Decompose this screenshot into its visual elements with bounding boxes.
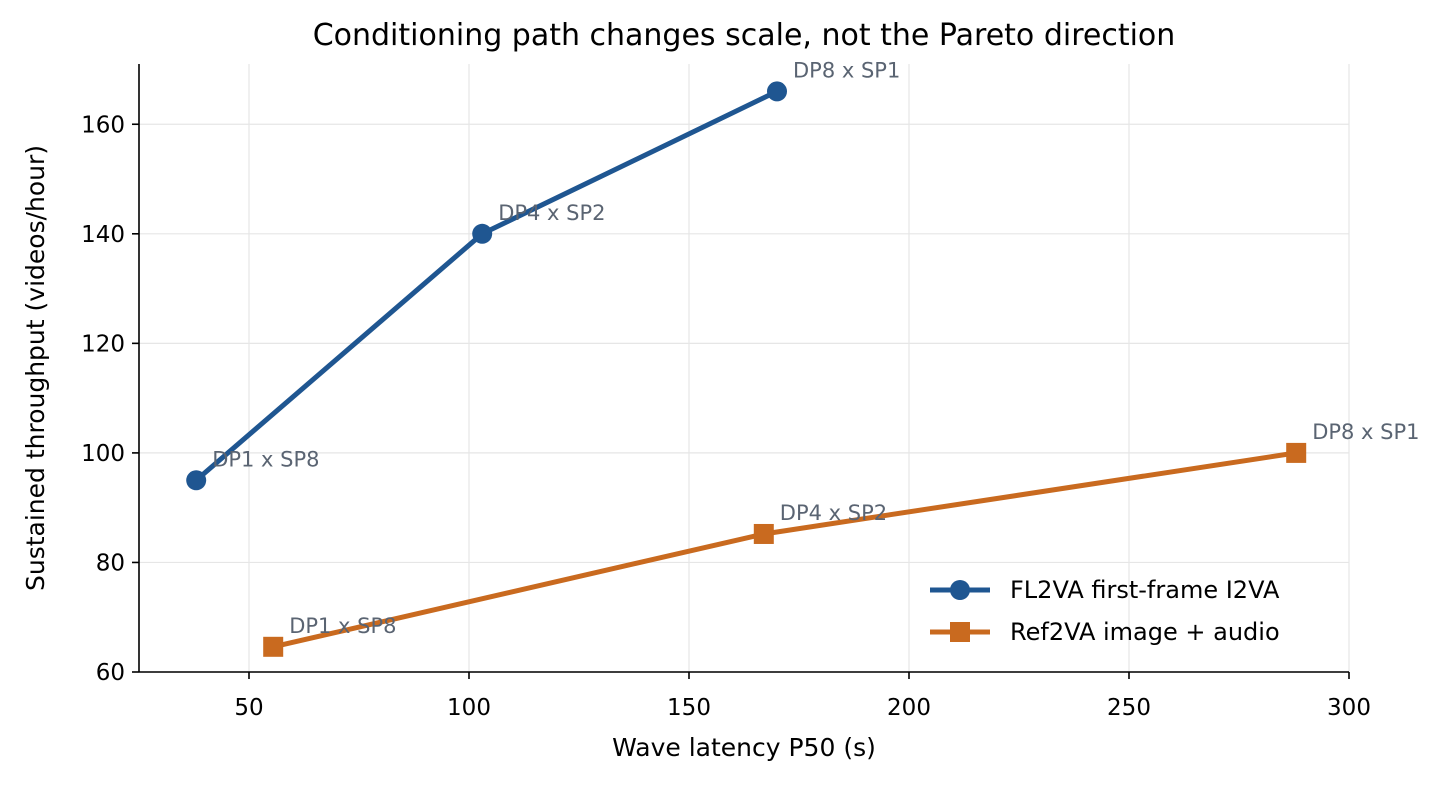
- legend-marker: [950, 622, 970, 642]
- y-tick-label: 60: [96, 660, 125, 686]
- x-axis-label: Wave latency P50 (s): [612, 733, 876, 762]
- x-tick-label: 50: [234, 695, 263, 721]
- data-point-marker: [472, 223, 493, 244]
- series-line: [194, 89, 779, 483]
- point-label: DP1 x SP8: [212, 447, 319, 471]
- data-point-marker: [186, 470, 207, 491]
- data-point-marker: [767, 81, 787, 102]
- y-tick-label: 80: [96, 550, 125, 576]
- legend-item: Ref2VA image + audio: [930, 618, 1280, 646]
- y-axis-label: Sustained throughput (videos/hour): [21, 145, 50, 591]
- y-tick-label: 100: [81, 441, 125, 467]
- legend: FL2VA first-frame I2VA Ref2VA image + aud…: [930, 576, 1280, 646]
- x-tick-label: 100: [447, 695, 491, 721]
- point-label: DP4 x SP2: [498, 201, 605, 225]
- legend-marker: [950, 580, 970, 600]
- x-tick-label: 250: [1107, 695, 1151, 721]
- legend-label: Ref2VA image + audio: [1010, 618, 1280, 646]
- y-tick-label: 140: [81, 222, 125, 248]
- axes: 50 100 150 200 250 300 60 80 100 120 140 160: [81, 64, 1371, 721]
- legend-item: FL2VA first-frame I2VA: [930, 576, 1280, 604]
- x-tick-label: 150: [667, 695, 711, 721]
- data-point-marker: [263, 636, 284, 657]
- chart-title: Conditioning path changes scale, not the…: [313, 18, 1176, 53]
- series-2: [263, 442, 1307, 657]
- point-label: DP1 x SP8: [289, 614, 396, 638]
- y-tick-label: 120: [81, 331, 125, 357]
- data-point-marker: [753, 523, 774, 544]
- point-label: DP4 x SP2: [780, 501, 887, 525]
- x-tick-label: 200: [887, 695, 931, 721]
- data-point-marker: [1286, 442, 1307, 463]
- point-label: DP8 x SP1: [793, 58, 900, 82]
- point-labels: DP1 x SP8 DP4 x SP2 DP8 x SP1 DP1 x SP8 DP4 …: [212, 58, 1419, 637]
- legend-label: FL2VA first-frame I2VA: [1010, 576, 1280, 604]
- series-1: [186, 81, 787, 491]
- x-tick-label: 300: [1327, 695, 1371, 721]
- y-tick-label: 160: [81, 112, 125, 138]
- series-layer: [186, 81, 1307, 657]
- point-label: DP8 x SP1: [1312, 420, 1419, 444]
